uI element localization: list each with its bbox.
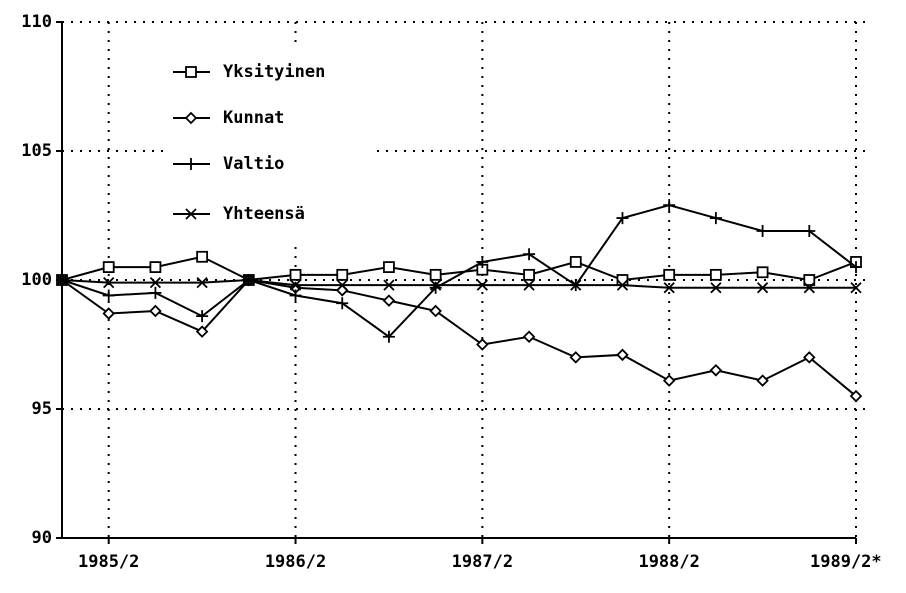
marker — [756, 282, 769, 294]
legend-label: Yksityinen — [223, 62, 325, 82]
y-tick-label: 105 — [21, 141, 52, 161]
marker — [849, 389, 863, 403]
marker — [756, 266, 769, 279]
marker — [803, 282, 815, 294]
marker — [56, 274, 68, 286]
marker — [289, 289, 302, 302]
series-line — [61, 278, 856, 289]
marker — [476, 255, 489, 268]
marker — [430, 279, 442, 291]
y-tick-label: 100 — [21, 270, 52, 290]
marker — [429, 268, 442, 281]
marker — [243, 274, 255, 286]
marker — [185, 208, 197, 220]
x-tick-label: 1986/2 — [265, 552, 326, 572]
x-tick-label: 1989/2* — [810, 552, 882, 572]
marker — [336, 268, 349, 281]
marker — [662, 374, 676, 387]
marker — [289, 279, 302, 291]
marker — [102, 307, 115, 320]
y-tick-label: 90 — [32, 528, 52, 548]
marker — [196, 310, 209, 323]
marker — [710, 282, 722, 294]
marker — [335, 284, 349, 297]
marker — [185, 66, 197, 78]
marker — [616, 274, 629, 286]
marker — [429, 281, 442, 294]
marker — [616, 348, 629, 362]
marker — [382, 294, 396, 307]
marker — [850, 261, 862, 274]
marker — [523, 268, 535, 281]
marker — [523, 248, 536, 261]
marker — [803, 351, 816, 364]
marker — [709, 268, 722, 281]
marker — [850, 282, 862, 294]
marker — [569, 256, 582, 268]
marker — [756, 374, 769, 387]
marker — [663, 282, 675, 294]
marker — [336, 297, 349, 310]
marker — [803, 274, 816, 286]
marker — [616, 279, 629, 291]
marker — [103, 276, 115, 289]
marker — [663, 268, 676, 281]
marker — [102, 289, 115, 302]
marker — [429, 304, 442, 318]
marker — [336, 279, 348, 291]
marker — [185, 158, 197, 170]
series-line — [61, 255, 857, 282]
marker — [382, 330, 395, 343]
marker — [616, 212, 629, 225]
marker — [709, 364, 723, 377]
legend-background — [165, 44, 370, 240]
marker — [383, 261, 395, 274]
marker — [522, 330, 536, 344]
series-line — [61, 278, 857, 397]
marker — [709, 212, 722, 225]
marker — [102, 261, 115, 274]
x-tick-label: 1987/2 — [452, 552, 513, 572]
legend-label: Valtio — [223, 154, 284, 174]
marker — [289, 268, 302, 281]
marker — [569, 351, 583, 364]
marker — [803, 224, 816, 237]
marker — [523, 279, 535, 291]
marker — [149, 286, 162, 299]
x-tick-label: 1985/2 — [78, 552, 139, 572]
marker — [196, 276, 208, 289]
series-line — [61, 204, 857, 339]
marker — [383, 279, 395, 291]
marker — [149, 261, 162, 274]
marker — [663, 199, 676, 212]
x-tick-label: 1988/2 — [638, 552, 699, 572]
marker — [184, 111, 198, 125]
marker — [570, 279, 582, 291]
y-tick-label: 110 — [21, 12, 52, 32]
marker — [149, 304, 162, 318]
marker — [195, 325, 209, 338]
marker — [196, 250, 209, 263]
legend-label: Yhteensä — [223, 204, 305, 224]
marker — [756, 224, 769, 237]
marker — [476, 338, 489, 351]
marker — [149, 276, 162, 289]
legend-label: Kunnat — [223, 108, 284, 128]
y-tick-label: 95 — [32, 399, 52, 419]
marker — [476, 279, 488, 291]
